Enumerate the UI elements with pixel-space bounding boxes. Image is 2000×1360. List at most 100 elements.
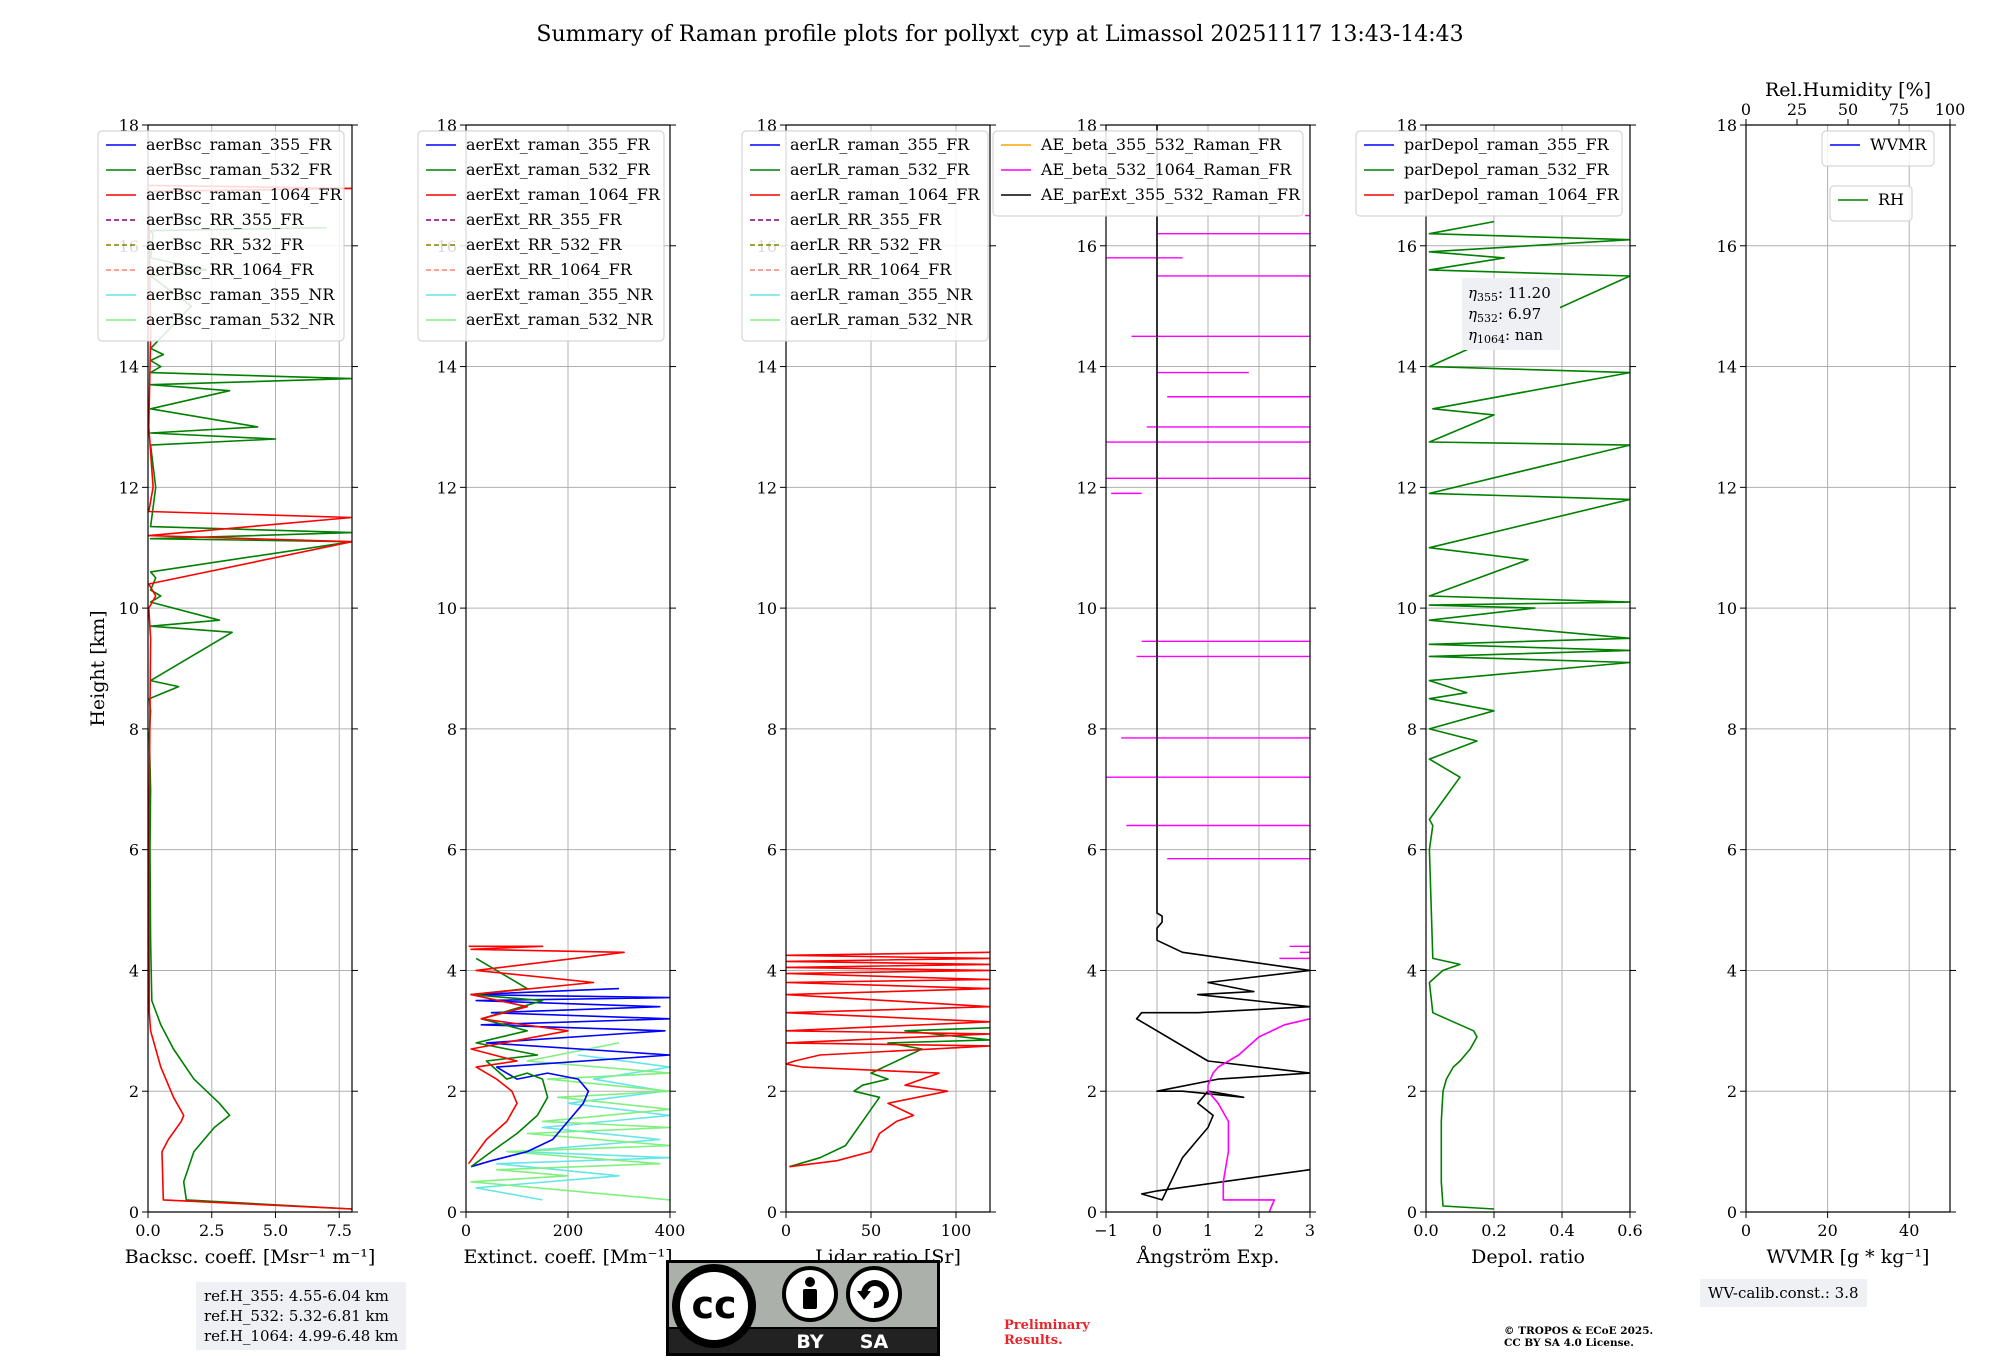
- legend-ext: aerExt_raman_355_FR aerExt_raman_532_FRae…: [417, 130, 665, 342]
- ytick-label-0: 0: [767, 1203, 777, 1222]
- reference-height-box: ref.H_355: 4.55-6.04 km ref.H_532: 5.32-…: [196, 1282, 407, 1350]
- series-aerExt_raman_355_FR: [470, 987, 670, 1168]
- x-axis-label: Backsc. coeff. [Msr⁻¹ m⁻¹]: [125, 1246, 376, 1268]
- series-aerExt_raman_355_NR: [475, 1054, 670, 1201]
- series-group-depol: [1428, 220, 1630, 1210]
- preliminary-results-note: Preliminary Results.: [1004, 1318, 1090, 1348]
- ytick-label-14: 14: [757, 358, 777, 377]
- ytick-label-6: 6: [1727, 841, 1737, 860]
- legend-label-WVMR: WVMR: [1870, 135, 1927, 154]
- series-aerLR_raman_532_FR: [789, 1027, 990, 1168]
- legend-label-aerLR_RR_355_FR: aerLR_RR_355_FR: [790, 210, 942, 229]
- ytick-label-8: 8: [767, 720, 777, 739]
- xtick-label-2: 40: [1899, 1221, 1919, 1240]
- ytick-label-4: 4: [447, 961, 457, 980]
- legend-label-aerLR_raman_355_NR: aerLR_raman_355_NR: [790, 285, 973, 304]
- legend-lr-frame: [741, 130, 989, 342]
- ref-h-532: ref.H_532: 5.32-6.81 km: [204, 1307, 389, 1325]
- ytick-label-16: 16: [1397, 237, 1417, 256]
- series-aerExt_raman_532_FR: [470, 957, 549, 1168]
- series-AE_parExt_355_532_Raman_FR: [1135, 125, 1310, 1201]
- legend-label-RH: RH: [1878, 190, 1904, 209]
- legend-label-aerBsc_raman_532_FR: aerBsc_raman_532_FR: [146, 160, 332, 179]
- ytick-label-10: 10: [437, 599, 457, 618]
- copyright-note: © TROPOS & ECoE 2025. CC BY SA 4.0 Licen…: [1504, 1325, 1653, 1349]
- sa-arrowhead-icon: [857, 1291, 871, 1300]
- legend-wvmr-frame: [1821, 130, 1935, 167]
- xtick-label-1: 200: [553, 1221, 584, 1240]
- legend-label-aerExt_RR_1064_FR: aerExt_RR_1064_FR: [466, 260, 633, 279]
- legend-label-aerLR_raman_355_FR: aerLR_raman_355_FR: [790, 135, 970, 154]
- ytick-label-2: 2: [1727, 1082, 1737, 1101]
- series-group-lr: [786, 951, 990, 1168]
- ytick-label-10: 10: [757, 599, 777, 618]
- series-aerExt_raman_532_NR: [470, 1042, 670, 1201]
- ytick-label-12: 12: [1077, 478, 1097, 497]
- ytick-label-12: 12: [1717, 478, 1737, 497]
- ref-h-355: ref.H_355: 4.55-6.04 km: [204, 1287, 389, 1305]
- ytick-label-4: 4: [1727, 961, 1737, 980]
- legend-label-parDepol_raman_1064_FR: parDepol_raman_1064_FR: [1404, 185, 1620, 204]
- ytick-label-16: 16: [1077, 237, 1097, 256]
- series-aerExt_raman_1064_FR: [467, 945, 625, 1165]
- ytick-label-0: 0: [1727, 1203, 1737, 1222]
- ytick-label-12: 12: [119, 478, 139, 497]
- xtick-label-0: 0: [1741, 1221, 1751, 1240]
- legend-bsc-frame: [97, 130, 345, 342]
- legend-ae-frame: [992, 130, 1304, 217]
- figure-title: Summary of Raman profile plots for polly…: [536, 22, 1464, 47]
- legend-label-aerLR_RR_532_FR: aerLR_RR_532_FR: [790, 235, 942, 254]
- xtick-label-2: 1: [1203, 1221, 1213, 1240]
- legend-label-aerLR_RR_1064_FR: aerLR_RR_1064_FR: [790, 260, 952, 279]
- legend-label-AE_beta_532_1064_Raman_FR: AE_beta_532_1064_Raman_FR: [1040, 160, 1292, 179]
- legend-rh-frame: [1829, 185, 1913, 222]
- top-xtick-label-1: 25: [1787, 100, 1807, 119]
- ytick-label-18: 18: [1717, 116, 1737, 135]
- xtick-label-3: 0.6: [1617, 1221, 1642, 1240]
- ytick-label-4: 4: [767, 961, 777, 980]
- legend-label-aerBsc_RR_355_FR: aerBsc_RR_355_FR: [146, 210, 304, 229]
- x-axis-label: Depol. ratio: [1471, 1246, 1585, 1268]
- ytick-label-14: 14: [437, 358, 457, 377]
- series-aerBsc_raman_1064_FR: [148, 184, 352, 1210]
- ytick-label-12: 12: [757, 478, 777, 497]
- legend-label-aerLR_raman_532_NR: aerLR_raman_532_NR: [790, 310, 973, 329]
- sa-arrow-icon: [861, 1280, 889, 1309]
- ytick-label-14: 14: [1077, 358, 1097, 377]
- x-axis-label: Ångström Exp.: [1136, 1246, 1280, 1268]
- ytick-label-2: 2: [129, 1082, 139, 1101]
- ytick-label-0: 0: [447, 1203, 457, 1222]
- xtick-label-0: 0.0: [135, 1221, 160, 1240]
- legend-wvmr: WVMR: [1821, 130, 1935, 167]
- legend-bsc: aerBsc_raman_355_FR aerBsc_raman_532_FRae…: [97, 130, 345, 342]
- ytick-label-6: 6: [1407, 841, 1417, 860]
- ytick-label-10: 10: [1077, 599, 1097, 618]
- ytick-label-0: 0: [1087, 1203, 1097, 1222]
- panel-depol: 0 2 4 6 8 10 12 14 16 18 0.0 0.2 0.4 0.6 Depol. ratio p…: [1355, 116, 1643, 1268]
- ref-h-1064: ref.H_1064: 4.99-6.48 km: [204, 1327, 399, 1345]
- legend-label-aerExt_raman_1064_FR: aerExt_raman_1064_FR: [466, 185, 661, 204]
- legend-label-aerBsc_raman_1064_FR: aerBsc_raman_1064_FR: [146, 185, 343, 204]
- ytick-label-4: 4: [129, 961, 139, 980]
- eta-1064: η1064: nan: [1468, 326, 1543, 346]
- legend-label-aerBsc_raman_355_NR: aerBsc_raman_355_NR: [146, 285, 335, 304]
- ytick-label-6: 6: [767, 841, 777, 860]
- cc-inner-circle: [680, 1272, 748, 1340]
- ytick-label-10: 10: [1717, 599, 1737, 618]
- series-group-ae: [1106, 125, 1310, 1212]
- legend-label-aerLR_raman_1064_FR: aerLR_raman_1064_FR: [790, 185, 980, 204]
- top-xtick-label-2: 50: [1838, 100, 1858, 119]
- xtick-label-1: 0: [1152, 1221, 1162, 1240]
- x-axis-label: WVMR [g * kg⁻¹]: [1767, 1246, 1930, 1268]
- ytick-label-0: 0: [129, 1203, 139, 1222]
- ytick-label-0: 0: [1407, 1203, 1417, 1222]
- xtick-label-0: −1: [1094, 1221, 1118, 1240]
- ytick-label-4: 4: [1407, 961, 1417, 980]
- ytick-label-8: 8: [129, 720, 139, 739]
- ytick-label-2: 2: [447, 1082, 457, 1101]
- top-axis-label: Rel.Humidity [%]: [1765, 79, 1931, 101]
- top-xtick-label-3: 75: [1889, 100, 1909, 119]
- legend-lr: aerLR_raman_355_FR aerLR_raman_532_FR aerL…: [741, 130, 989, 342]
